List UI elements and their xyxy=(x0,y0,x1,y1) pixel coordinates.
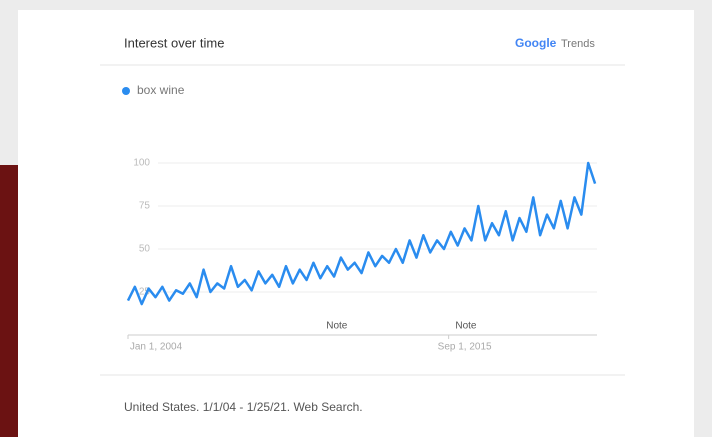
x-tick-label: Jan 1, 2004 xyxy=(130,342,183,353)
note: Note xyxy=(455,321,477,332)
y-tick-label: 25 xyxy=(139,287,151,298)
brand-logo: Google xyxy=(515,36,557,50)
footer: United States. 1/1/04 - 1/25/21. Web Sea… xyxy=(124,400,363,414)
legend-marker xyxy=(122,87,130,95)
brand-product: Trends xyxy=(561,38,595,50)
card xyxy=(18,10,694,437)
side-strip xyxy=(0,165,18,437)
y-tick-label: 75 xyxy=(139,201,151,212)
x-tick-label: Sep 1, 2015 xyxy=(438,342,492,353)
legend-label: box wine xyxy=(137,83,185,97)
y-tick-label: 100 xyxy=(133,158,150,169)
note: Note xyxy=(326,321,348,332)
series-line xyxy=(126,161,597,306)
y-tick-label: 50 xyxy=(139,244,151,255)
card-title: Interest over time xyxy=(124,35,224,50)
